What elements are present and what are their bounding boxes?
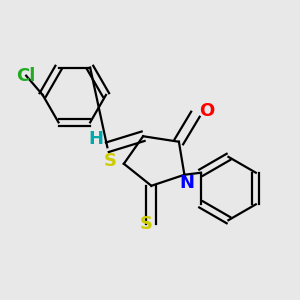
Text: S: S (103, 152, 117, 170)
Text: Cl: Cl (16, 67, 36, 85)
Text: S: S (140, 215, 152, 233)
Text: N: N (180, 174, 195, 192)
Text: H: H (89, 130, 104, 148)
Text: O: O (199, 103, 214, 121)
